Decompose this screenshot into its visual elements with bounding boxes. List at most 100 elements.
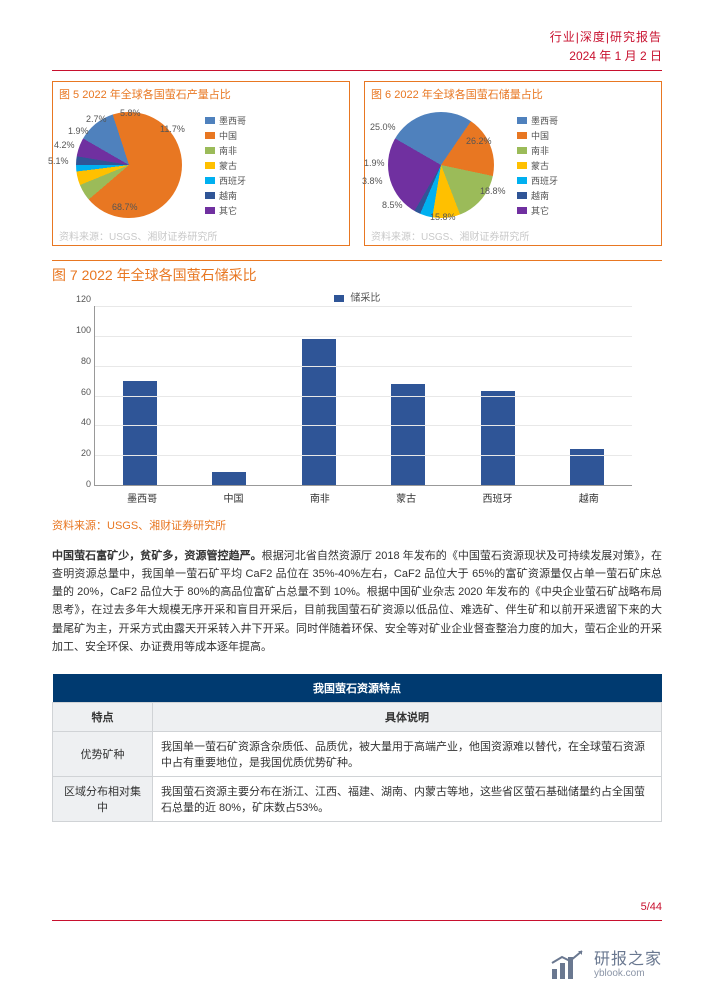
watermark: 研报之家 yblook.com xyxy=(550,949,662,981)
pie-slice-label: 1.9% xyxy=(364,158,385,168)
bar-y-axis: 020406080100120 xyxy=(63,300,91,485)
gridline xyxy=(95,366,632,367)
legend-label: 其它 xyxy=(219,204,237,217)
page-number: 5/44 xyxy=(641,901,662,913)
x-label: 中国 xyxy=(223,490,243,505)
legend-swatch xyxy=(517,162,527,169)
bar-section: 图 7 2022 年全球各国萤石储采比 储采比 020406080100120 … xyxy=(52,260,662,533)
bar-legend-label: 储采比 xyxy=(350,293,380,304)
pie-right-source: 资料来源：USGS、湘财证券研究所 xyxy=(371,228,655,243)
pie-slice-label: 5.1% xyxy=(48,156,69,166)
watermark-name: 研报之家 xyxy=(594,951,662,969)
legend-label: 越南 xyxy=(531,189,549,202)
legend-swatch xyxy=(205,117,215,124)
y-tick: 0 xyxy=(63,479,91,489)
x-label: 西班牙 xyxy=(482,490,512,505)
table-cell-desc: 我国单一萤石矿资源含杂质低、品质优，被大量用于高端产业，他国资源难以替代，在全球… xyxy=(153,731,662,776)
y-tick: 120 xyxy=(63,294,91,304)
pie-left-labels: 11.7%68.7%5.1%4.2%1.9%2.7%5.8% xyxy=(76,112,182,218)
body-paragraph: 中国萤石富矿少，贫矿多，资源管控趋严。根据河北省自然资源厅 2018 年发布的《… xyxy=(52,547,662,656)
gridline xyxy=(95,455,632,456)
y-tick: 80 xyxy=(63,356,91,366)
pie-slice-label: 68.7% xyxy=(112,202,138,212)
table-col1: 特点 xyxy=(53,702,153,731)
header-title: 行业|深度|研究报告 xyxy=(52,28,662,45)
legend-item: 墨西哥 xyxy=(517,114,558,127)
legend-label: 蒙古 xyxy=(531,159,549,172)
footer-rule xyxy=(52,920,662,921)
pie-slice-label: 5.8% xyxy=(120,108,141,118)
legend-swatch xyxy=(517,147,527,154)
bar xyxy=(481,391,515,485)
gridline xyxy=(95,336,632,337)
bar xyxy=(302,339,336,485)
legend-swatch xyxy=(205,192,215,199)
table-title: 我国萤石资源特点 xyxy=(53,674,662,703)
paragraph-lead: 中国萤石富矿少，贫矿多，资源管控趋严。 xyxy=(52,550,262,562)
legend-item: 其它 xyxy=(517,204,558,217)
legend-label: 西班牙 xyxy=(531,174,558,187)
gridline xyxy=(95,396,632,397)
header-date: 2024 年 1 月 2 日 xyxy=(52,47,662,64)
pie-slice-label: 18.8% xyxy=(480,186,506,196)
pie-slice-label: 2.7% xyxy=(86,114,107,124)
legend-label: 中国 xyxy=(531,129,549,142)
bar-source: 资料来源：USGS、湘财证券研究所 xyxy=(52,517,662,533)
legend-swatch xyxy=(205,207,215,214)
table-cell-feature: 区域分布相对集中 xyxy=(53,776,153,821)
legend-item: 蒙古 xyxy=(205,159,246,172)
legend-swatch xyxy=(205,162,215,169)
table-row: 区域分布相对集中我国萤石资源主要分布在浙江、江西、福建、湖南、内蒙古等地，这些省… xyxy=(53,776,662,821)
header-rule xyxy=(52,70,662,71)
pie-slice-label: 1.9% xyxy=(68,126,89,136)
legend-swatch xyxy=(517,177,527,184)
legend-swatch xyxy=(517,207,527,214)
legend-item: 墨西哥 xyxy=(205,114,246,127)
pie-slice-label: 8.5% xyxy=(382,200,403,210)
pie-slice-label: 3.8% xyxy=(362,176,383,186)
legend-item: 西班牙 xyxy=(205,174,246,187)
legend-label: 南非 xyxy=(531,144,549,157)
page-header: 行业|深度|研究报告 2024 年 1 月 2 日 xyxy=(52,28,662,64)
legend-label: 越南 xyxy=(219,189,237,202)
pie-right-box: 图 6 2022 年全球各国萤石储量占比 26.2%18.8%15.8%8.5%… xyxy=(364,81,662,246)
pie-right-labels: 26.2%18.8%15.8%8.5%3.8%1.9%25.0% xyxy=(388,112,494,218)
pie-slice-label: 4.2% xyxy=(54,140,75,150)
legend-item: 越南 xyxy=(517,189,558,202)
pie-left-source: 资料来源：USGS、湘财证券研究所 xyxy=(59,228,343,243)
watermark-url: yblook.com xyxy=(594,968,662,979)
pie-right-title: 图 6 2022 年全球各国萤石储量占比 xyxy=(371,86,655,102)
y-tick: 20 xyxy=(63,448,91,458)
legend-swatch xyxy=(517,117,527,124)
legend-label: 中国 xyxy=(219,129,237,142)
gridline xyxy=(95,306,632,307)
pie-left-legend: 墨西哥中国南非蒙古西班牙越南其它 xyxy=(205,114,246,217)
x-label: 墨西哥 xyxy=(127,490,157,505)
pie-slice-label: 25.0% xyxy=(370,122,396,132)
pie-right-legend: 墨西哥中国南非蒙古西班牙越南其它 xyxy=(517,114,558,217)
legend-item: 其它 xyxy=(205,204,246,217)
paragraph-rest: 根据河北省自然资源厅 2018 年发布的《中国萤石资源现状及可持续发展对策》，在… xyxy=(52,550,662,653)
legend-label: 南非 xyxy=(219,144,237,157)
legend-swatch xyxy=(205,177,215,184)
y-tick: 40 xyxy=(63,417,91,427)
watermark-icon xyxy=(550,949,586,981)
legend-label: 墨西哥 xyxy=(531,114,558,127)
x-label: 越南 xyxy=(579,490,599,505)
table-cell-desc: 我国萤石资源主要分布在浙江、江西、福建、湖南、内蒙古等地，这些省区萤石基础储量约… xyxy=(153,776,662,821)
table-col2: 具体说明 xyxy=(153,702,662,731)
y-tick: 100 xyxy=(63,325,91,335)
pie-left-box: 图 5 2022 年全球各国萤石产量占比 11.7%68.7%5.1%4.2%1… xyxy=(52,81,350,246)
bar-legend-swatch xyxy=(334,295,344,302)
pie-slice-label: 15.8% xyxy=(430,212,456,222)
bar xyxy=(212,472,246,485)
legend-swatch xyxy=(205,132,215,139)
legend-item: 南非 xyxy=(205,144,246,157)
gridline xyxy=(95,425,632,426)
legend-swatch xyxy=(517,132,527,139)
table-row: 优势矿种我国单一萤石矿资源含杂质低、品质优，被大量用于高端产业，他国资源难以替代… xyxy=(53,731,662,776)
legend-swatch xyxy=(517,192,527,199)
bar xyxy=(391,384,425,485)
bar-legend: 储采比 xyxy=(52,289,662,304)
pie-charts-row: 图 5 2022 年全球各国萤石产量占比 11.7%68.7%5.1%4.2%1… xyxy=(52,81,662,246)
